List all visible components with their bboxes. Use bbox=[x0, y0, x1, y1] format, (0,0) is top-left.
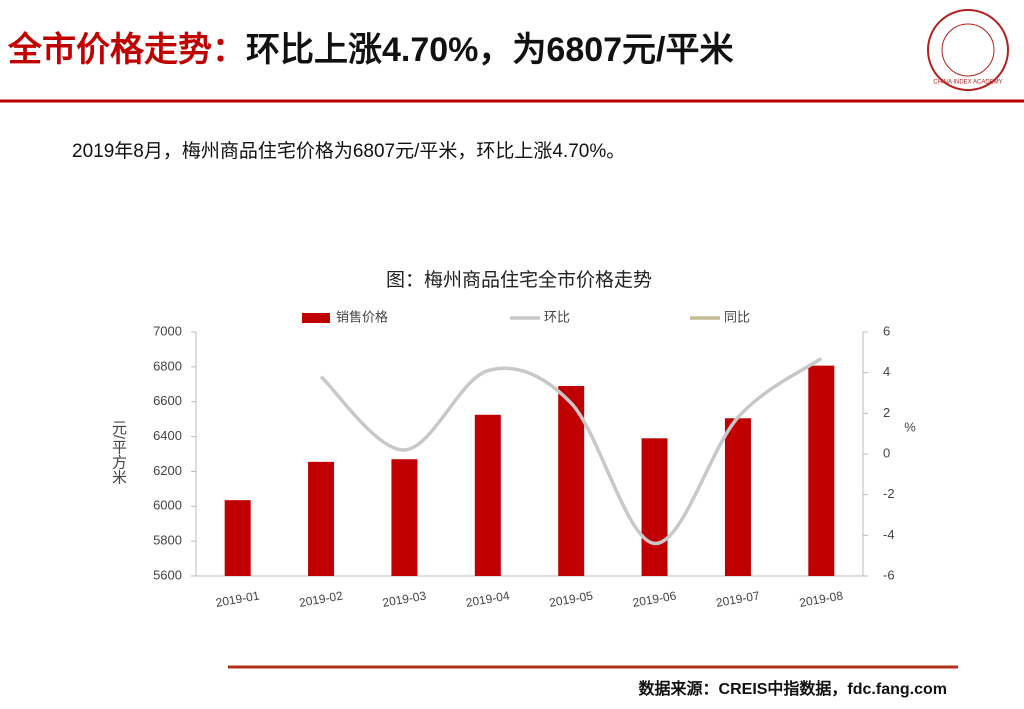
title-rest: 环比上涨4.70%，为6807元/平米 bbox=[246, 31, 734, 69]
x-tick-label: 2019-01 bbox=[215, 588, 261, 609]
y2-tick-label: -6 bbox=[883, 567, 895, 582]
logo-text: CHINA INDEX ACADEMY bbox=[933, 80, 1002, 86]
y2-tick-label: -4 bbox=[883, 527, 895, 542]
y-tick-label: 5800 bbox=[153, 533, 182, 548]
y-tick-label: 6600 bbox=[153, 393, 182, 408]
bar bbox=[308, 461, 335, 576]
y-tick-label: 7000 bbox=[153, 323, 182, 338]
y2-tick-label: -2 bbox=[883, 486, 895, 501]
title-prefix: 全市价格走势： bbox=[7, 30, 246, 69]
legend-label: 销售价格 bbox=[336, 309, 388, 324]
logo-ring bbox=[927, 9, 1009, 91]
slide-title: 全市价格走势：环比上涨4.70%，为6807元/平米 bbox=[7, 30, 734, 69]
y-axis-label: 元/平方米 bbox=[110, 420, 127, 484]
y-tick-label: 5600 bbox=[153, 567, 182, 582]
x-tick-label: 2019-02 bbox=[298, 588, 344, 609]
y2-tick-label: 6 bbox=[883, 323, 890, 338]
x-tick-label: 2019-08 bbox=[798, 588, 844, 609]
x-tick-label: 2019-05 bbox=[548, 588, 594, 609]
x-tick-label: 2019-07 bbox=[715, 588, 761, 609]
y-tick-label: 6200 bbox=[153, 463, 182, 478]
y-tick-label: 6400 bbox=[153, 428, 182, 443]
legend-swatch bbox=[302, 313, 330, 323]
logo-inner bbox=[941, 23, 995, 77]
y2-tick-label: 2 bbox=[883, 405, 890, 420]
bar bbox=[391, 459, 418, 576]
bar bbox=[808, 365, 835, 576]
y2-axis-label: % bbox=[904, 419, 916, 434]
chart-title: 图：梅州商品住宅全市价格走势 bbox=[386, 269, 652, 291]
summary: 2019年8月，梅州商品住宅价格为6807元/平米，环比上涨4.70%。 bbox=[72, 140, 625, 162]
y-tick-label: 6000 bbox=[153, 498, 182, 513]
x-tick-label: 2019-04 bbox=[465, 588, 511, 609]
x-tick-label: 2019-03 bbox=[381, 588, 427, 609]
x-tick-label: 2019-06 bbox=[632, 588, 678, 609]
bar bbox=[224, 500, 251, 576]
legend-label: 同比 bbox=[724, 309, 750, 324]
source: 数据来源：CREIS中指数据，fdc.fang.com bbox=[639, 679, 947, 698]
bar bbox=[474, 414, 501, 576]
legend-label: 环比 bbox=[544, 309, 570, 324]
bar bbox=[724, 418, 751, 576]
line bbox=[319, 356, 823, 546]
bar bbox=[641, 438, 668, 576]
y2-tick-label: 0 bbox=[883, 445, 890, 460]
logo: CHINA INDEX ACADEMY bbox=[927, 9, 1009, 91]
y2-tick-label: 4 bbox=[883, 364, 890, 379]
y-tick-label: 6800 bbox=[153, 358, 182, 373]
